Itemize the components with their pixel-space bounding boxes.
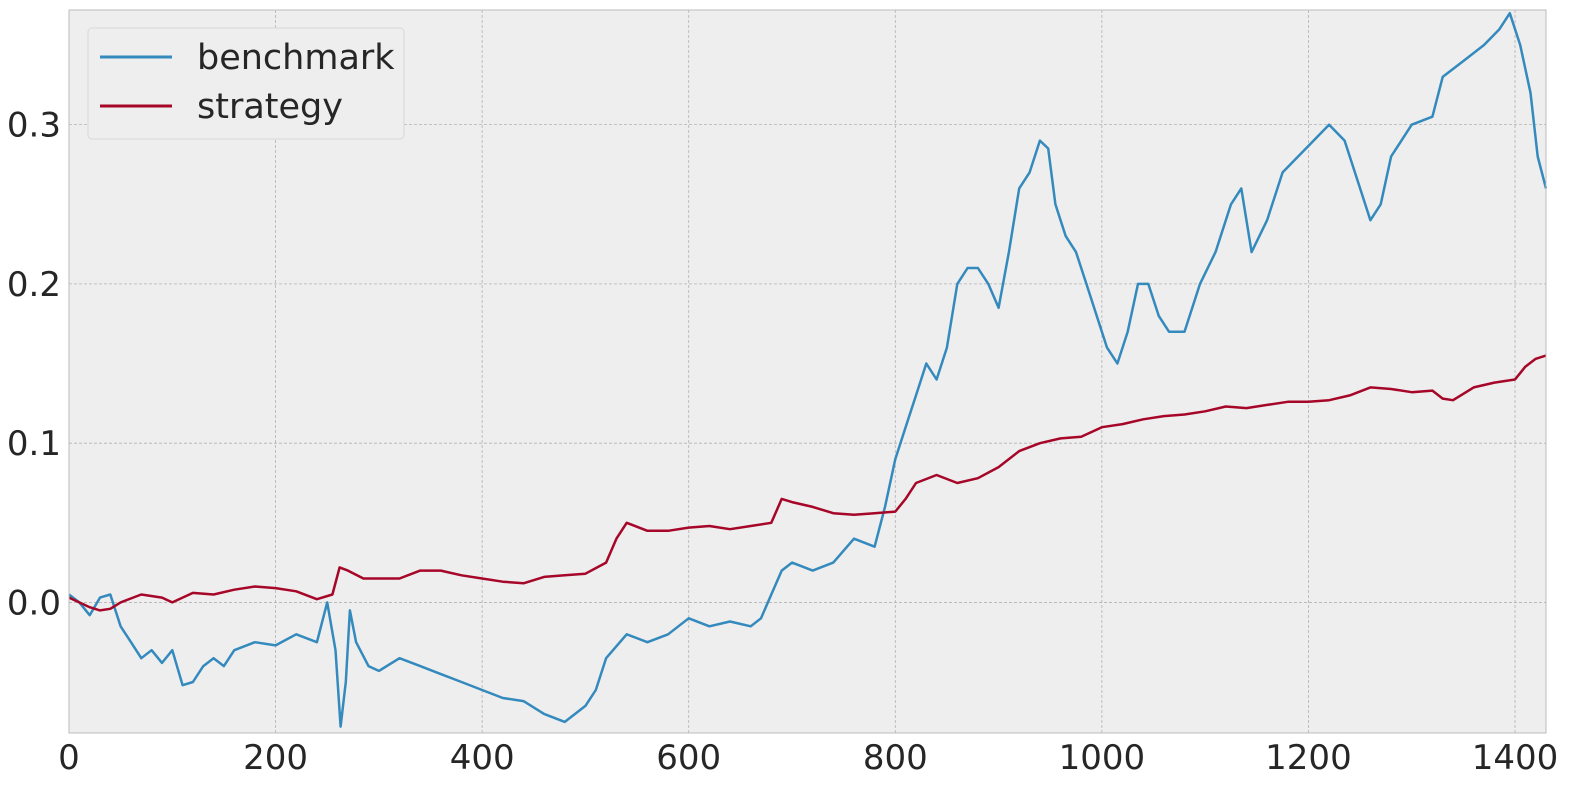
legend: benchmark strategy [87, 27, 405, 140]
y-tick-label: 0.1 [7, 424, 61, 464]
x-tick-label: 800 [863, 738, 928, 778]
y-tick-label: 0.2 [7, 265, 61, 305]
y-tick-label: 0.3 [7, 106, 61, 146]
legend-label-strategy: strategy [197, 87, 343, 127]
x-tick-label: 200 [243, 738, 308, 778]
y-tick-label: 0.0 [7, 583, 61, 623]
y-axis: 0.0 0.1 0.2 0.3 [7, 106, 61, 624]
plot-frame [68, 9, 1547, 734]
series-line-benchmark [68, 11, 1548, 728]
x-tick-label: 1000 [1059, 738, 1146, 778]
series-line-strategy [68, 354, 1547, 612]
x-tick-label: 1200 [1265, 738, 1352, 778]
x-tick-label: 1400 [1472, 738, 1559, 778]
x-tick-label: 400 [450, 738, 515, 778]
legend-label-benchmark: benchmark [197, 38, 395, 78]
x-tick-label: 600 [656, 738, 721, 778]
x-tick-label: 0 [58, 738, 80, 778]
x-axis: 0 200 400 600 800 1000 1200 1400 [58, 738, 1558, 778]
series-layer [68, 11, 1548, 728]
